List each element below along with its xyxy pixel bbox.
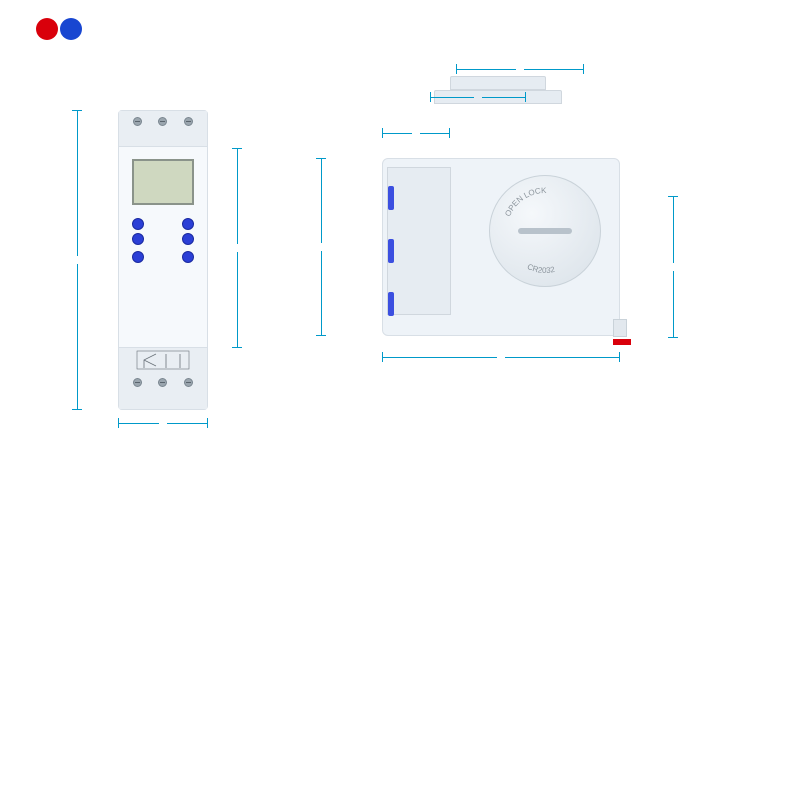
screw-icon: [184, 378, 193, 387]
dim-side-height-right: [666, 196, 680, 338]
dim-front-inner-height: [230, 148, 244, 348]
device-front-view: [118, 110, 208, 410]
spec-area: [0, 430, 800, 446]
dim-front-width: [118, 416, 208, 430]
battery-cover-icon: OPEN LOCK CR2032: [489, 175, 601, 287]
side-body: OPEN LOCK CR2032: [382, 158, 620, 336]
screw-icon: [158, 117, 167, 126]
dim-side-width: [382, 350, 620, 364]
button-grid: [128, 215, 198, 263]
brand-logo: [0, 0, 800, 40]
side-blue-buttons: [388, 186, 394, 316]
device-front-top: [119, 111, 207, 147]
button-rst: [132, 233, 144, 245]
wiring-diagram-icon: [136, 350, 190, 370]
screw-icon: [184, 117, 193, 126]
screw-row-bottom: [119, 376, 207, 389]
button-spare: [182, 233, 194, 245]
device-side-view: OPEN LOCK CR2032: [360, 102, 640, 382]
screw-icon: [133, 117, 142, 126]
side-terminal-mid: [450, 76, 546, 90]
button-conf: [182, 218, 194, 230]
lcd-screen: [132, 159, 194, 205]
rail-clip-icon: [613, 319, 631, 345]
dim-side-top-outer: [456, 62, 584, 76]
screw-row-top: [119, 115, 207, 128]
logo-oo-icon: [36, 18, 82, 40]
dim-side-height-total: [314, 158, 328, 336]
screw-icon: [133, 378, 142, 387]
button-adj: [182, 251, 194, 263]
device-front-bottom: [119, 347, 207, 409]
button-sft: [132, 251, 144, 263]
screw-icon: [158, 378, 167, 387]
button-set: [132, 218, 144, 230]
side-cap: [387, 167, 451, 315]
svg-text:OPEN LOCK: OPEN LOCK: [503, 186, 547, 218]
dim-side-top-inner: [382, 126, 450, 140]
diagram-area: OPEN LOCK CR2032: [0, 50, 800, 430]
dim-side-top-mid: [430, 90, 526, 104]
svg-text:CR2032: CR2032: [526, 262, 556, 275]
dim-front-height: [70, 110, 84, 410]
device-front-mid: [119, 147, 207, 347]
